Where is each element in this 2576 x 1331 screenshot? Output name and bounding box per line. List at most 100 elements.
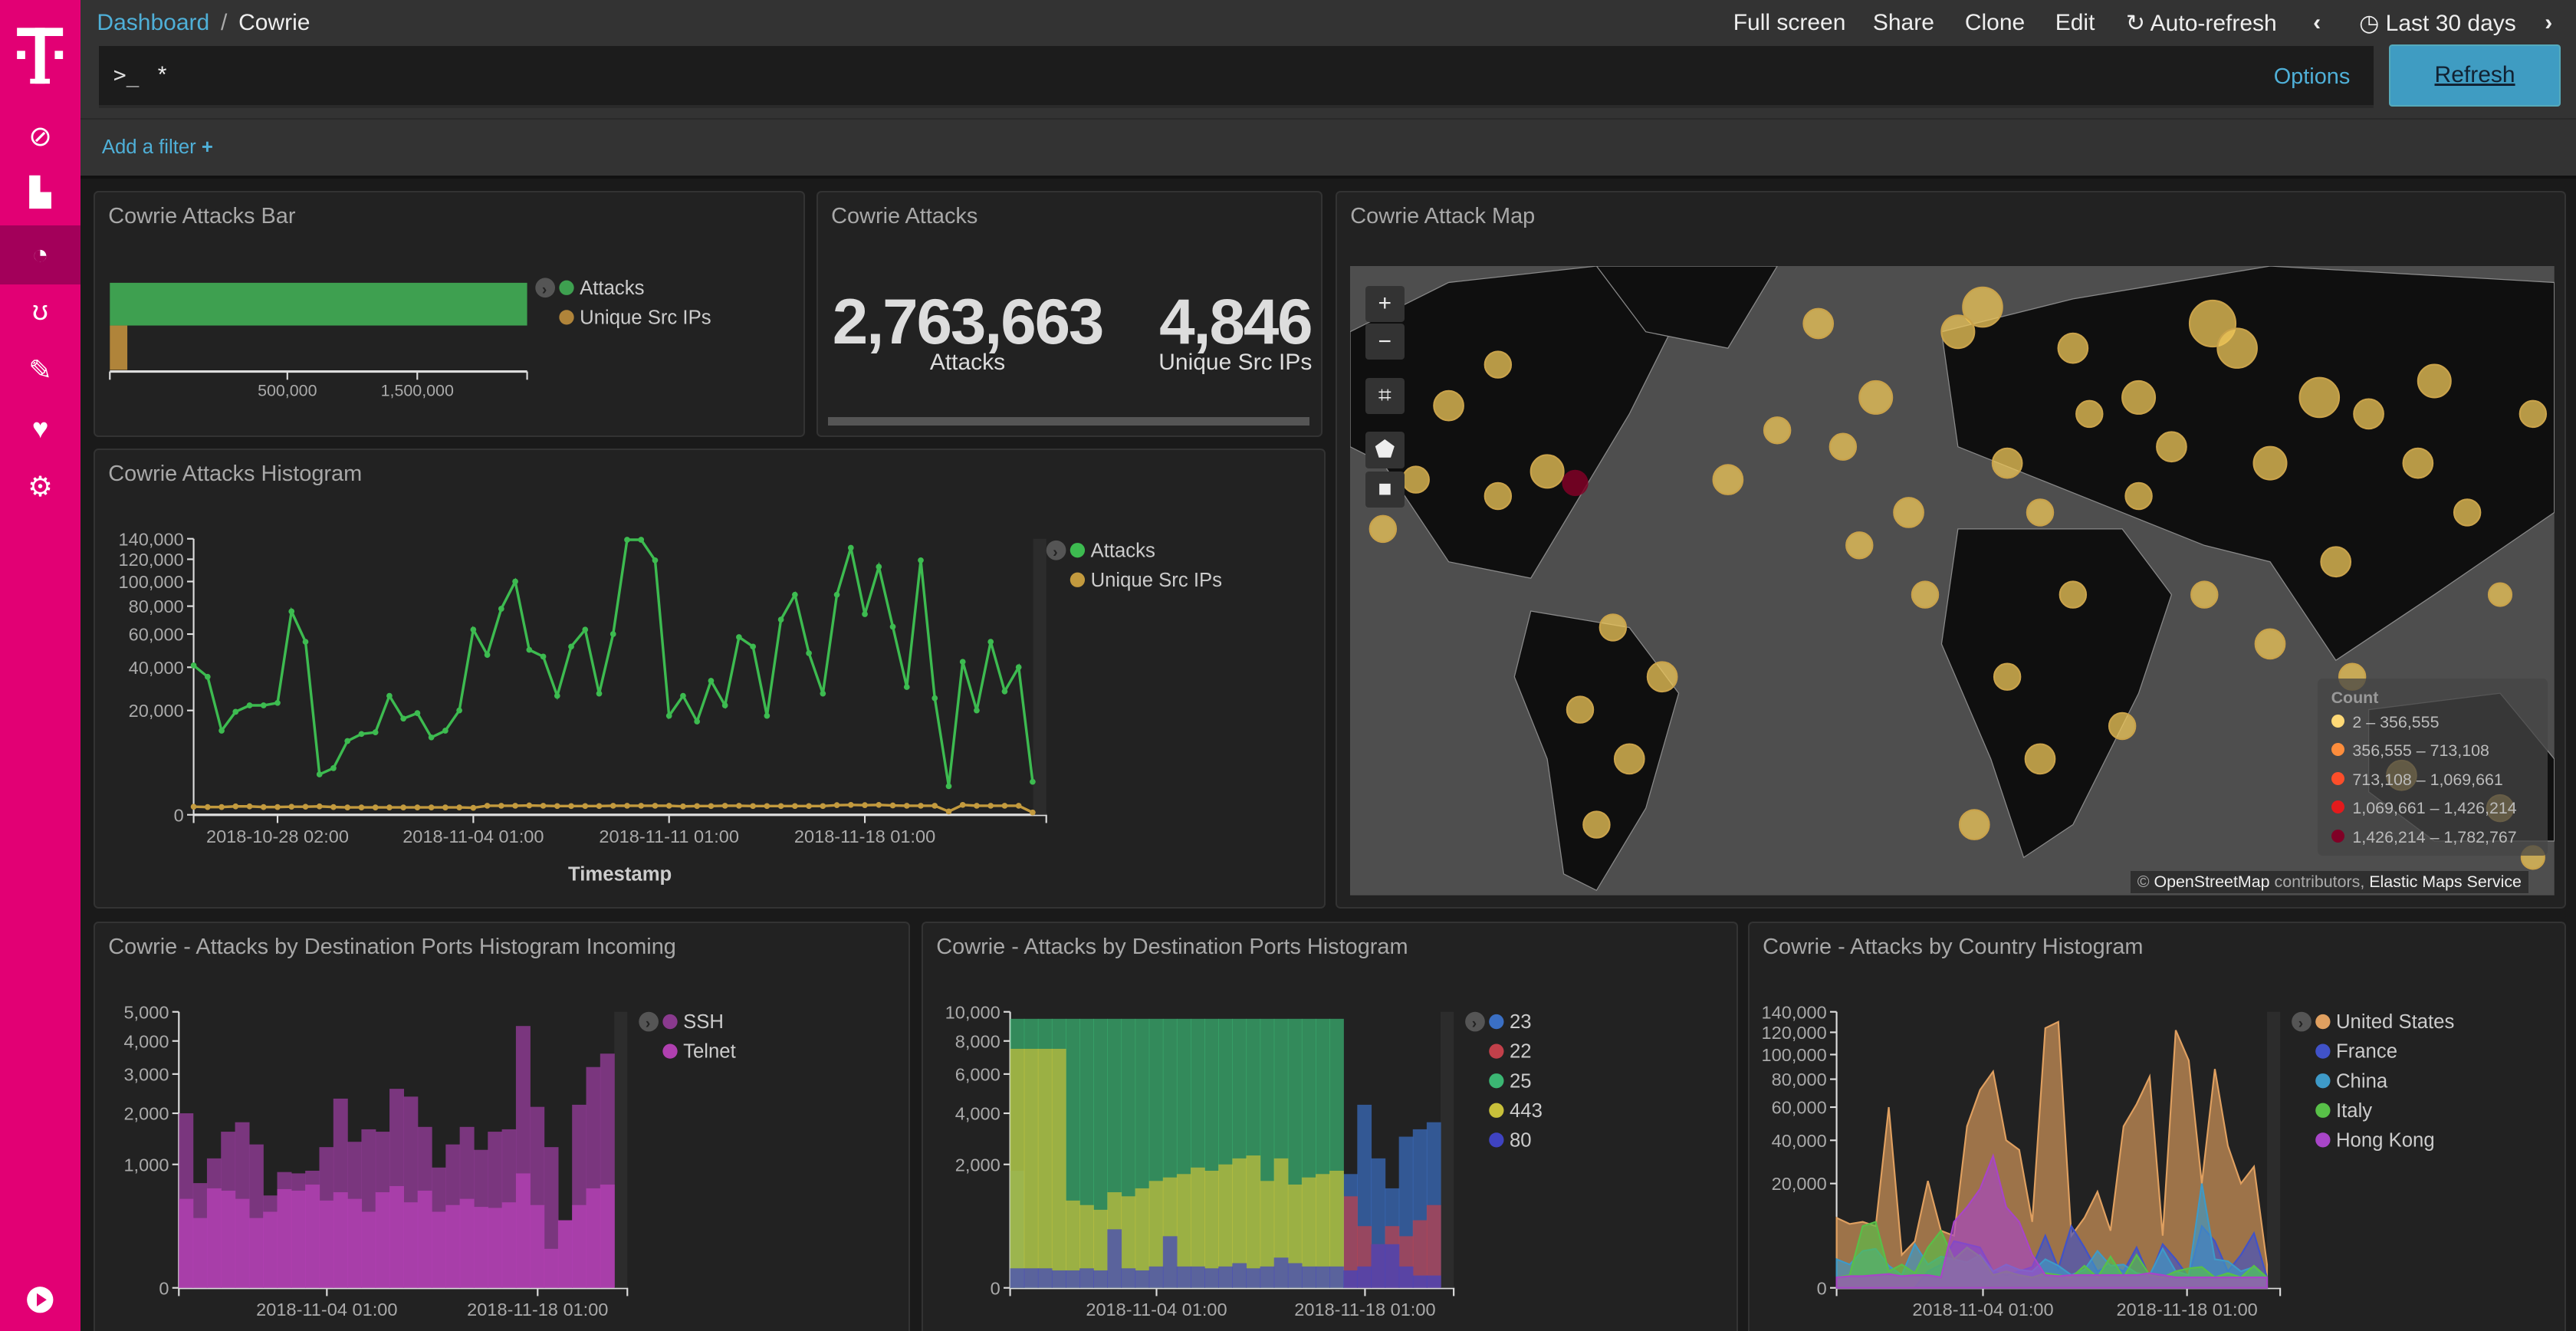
clone-button[interactable]: Clone [1964,9,2026,35]
bar-443 [1204,1171,1220,1288]
legend-swatch [2331,829,2344,843]
sidebar-item-canvas[interactable]: ʊ [0,284,80,337]
auto-refresh-button[interactable]: ↻ Auto-refresh [2126,10,2277,37]
legend-item-china: China [2336,1070,2388,1092]
auto-refresh-label: Auto-refresh [2150,10,2277,36]
data-point [904,684,910,690]
data-point [1015,803,1022,809]
panel-attacks-histogram: Cowrie Attacks Histogram 0 20,000 40,000 60… [94,449,1326,909]
map-legend-item: 2 – 356,555 [2331,713,2440,732]
attack-bubble [1566,695,1595,724]
edit-button[interactable]: Edit [2055,9,2095,35]
sidebar-item-management[interactable]: ⚙ [0,460,80,513]
share-button[interactable]: Share [1872,9,1934,35]
t-mobile-logo[interactable] [0,23,80,89]
zoom-in-button[interactable]: + [1365,285,1405,322]
time-picker[interactable]: ◷ Last 30 days [2359,10,2516,37]
sidebar-item-dev-tools[interactable]: ✎ [0,343,80,396]
x-tick-label: 2018-11-18 01:00 [2116,1300,2257,1319]
data-point [205,804,211,810]
sidebar-item-dashboard[interactable]: ◔ [0,225,80,284]
sidebar-item-visualize[interactable]: ▙ [0,166,80,219]
bar-443 [1037,1049,1053,1288]
options-button[interactable]: Options [2273,64,2351,89]
panel-title: Cowrie Attacks Bar [108,203,296,228]
attack-bubble [1401,465,1431,494]
play-icon[interactable] [0,1273,80,1326]
sidebar-item-monitoring[interactable]: ♥ [0,403,80,455]
query-input[interactable]: * [157,62,167,88]
data-point [945,783,952,790]
bar-telnet [235,1198,250,1288]
legend-toggle-icon [639,1011,659,1032]
polygon-draw-icon[interactable]: ⬟ [1365,432,1405,468]
query-bar[interactable]: >_ * Options [98,46,2374,109]
legend-label: 2 – 356,555 [2352,712,2440,731]
legend-item-25: 25 [1510,1070,1532,1092]
x-tick-label: 2018-11-04 01:00 [1086,1300,1227,1319]
rectangle-draw-icon[interactable]: ■ [1365,471,1405,508]
data-point [386,804,393,810]
y-tick-label: 3,000 [124,1065,169,1085]
add-filter-button[interactable]: Add a filter + [102,136,213,159]
data-point [288,804,295,810]
data-point [1015,664,1022,671]
legend-item-attacks: Attacks [1091,540,1155,561]
bar-telnet [249,1218,264,1288]
data-point [456,804,463,810]
attack-bubble [1959,809,1990,840]
breadcrumb-dashboard[interactable]: Dashboard [97,9,210,35]
bar-telnet [277,1189,292,1288]
y-tick-label: 4,000 [124,1031,169,1051]
bar-telnet [291,1191,306,1288]
attack-bubble [1614,743,1645,775]
data-point [932,803,938,809]
scrollbar[interactable] [827,417,1309,426]
legend-dot [559,280,574,295]
data-point [190,804,197,810]
area-united-states [1835,1020,2269,1289]
legend-dot [2315,1043,2331,1059]
bar-telnet [305,1185,320,1288]
ports-chart: 0 2,000 4,000 6,000 8,000 10,000 2018-11-04 01… [945,1002,1543,1319]
data-point [442,728,449,734]
bar-telnet [361,1211,376,1288]
data-point [764,712,770,719]
crop-icon[interactable]: ⌗ [1365,377,1405,414]
bar-80 [1148,1266,1164,1288]
bar-80 [1273,1257,1289,1288]
attack-bubble [2254,628,2286,660]
ems-link[interactable]: Elastic Maps Service [2369,872,2522,891]
bar-telnet [501,1202,517,1288]
data-point [428,734,435,741]
data-point [638,537,645,543]
plus-icon: + [201,136,213,158]
data-point [344,804,351,810]
chevron-left-icon[interactable]: ‹ [2313,9,2321,35]
attack-bubble [2121,380,2157,415]
full-screen-button[interactable]: Full screen [1733,9,1846,35]
bar-telnet [347,1198,363,1288]
attack-bubble [1802,307,1835,340]
chevron-right-icon: › [2298,1016,2303,1032]
data-point [219,728,225,734]
legend-swatch [2331,714,2344,728]
data-point [610,803,616,809]
y-tick-label: 40,000 [129,658,184,678]
bar-telnet [319,1201,334,1288]
panel-title: Cowrie - Attacks by Country Histogram [1763,935,2144,960]
chevron-right-icon[interactable]: › [2545,9,2553,35]
attack-bubble [2024,743,2056,775]
sidebar-item-discover[interactable]: ⊘ [0,110,80,163]
zoom-out-button[interactable]: − [1365,323,1405,360]
attack-bubble [1712,464,1744,495]
legend-toggle-icon [1465,1011,1485,1032]
bar-443 [1079,1204,1095,1288]
data-point [721,803,728,809]
osm-link[interactable]: OpenStreetMap [2154,872,2270,891]
refresh-button[interactable]: Refresh [2388,44,2561,107]
y-tick-label: 4,000 [955,1104,1001,1124]
y-tick-label: 140,000 [119,529,184,549]
legend-item-ssh: SSH [683,1011,724,1033]
world-map[interactable] [1350,265,2555,896]
